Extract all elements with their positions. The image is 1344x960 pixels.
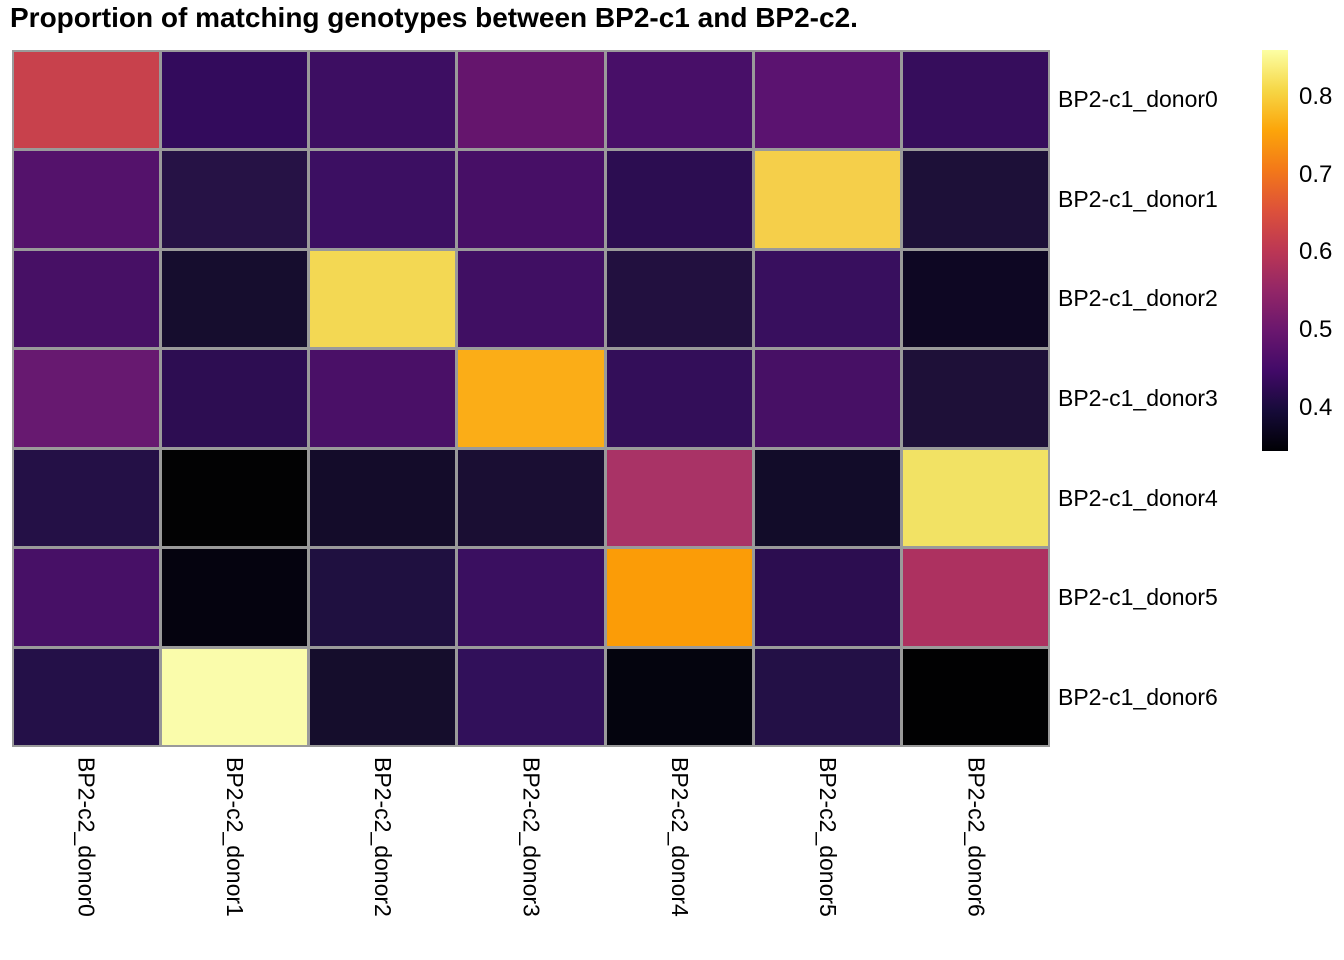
heatmap-cell-r1c5 [754, 151, 900, 248]
colorbar-tick-1: 0.7 [1299, 160, 1333, 188]
heatmap-cell-r1c2 [310, 151, 456, 248]
heatmap-cell-r4c6 [902, 449, 1048, 547]
heatmap-cell-r0c4 [606, 52, 752, 149]
heatmap-cell-r4c3 [458, 449, 604, 547]
row-label-0: BP2-c1_donor0 [1058, 86, 1218, 113]
col-label-0: BP2-c2_donor0 [73, 757, 100, 917]
heatmap-cell-r4c5 [754, 449, 900, 547]
heatmap-cell-r0c0 [14, 52, 160, 149]
y-axis-row-labels: BP2-c1_donor0 BP2-c1_donor1 BP2-c1_donor2 B… [1058, 50, 1258, 747]
heatmap-cell-r5c4 [606, 549, 752, 646]
colorbar-tick-labels: 0.8 0.7 0.6 0.5 0.4 [1299, 50, 1344, 451]
heatmap-cell-r0c6 [902, 52, 1048, 149]
heatmap-cell-r2c5 [754, 250, 900, 348]
heatmap-cell-r2c1 [162, 250, 308, 348]
heatmap-cell-r4c0 [14, 449, 160, 547]
colorbar-tick-2: 0.6 [1299, 238, 1333, 266]
heatmap-grid [12, 50, 1050, 747]
heatmap-cell-r1c1 [162, 151, 308, 248]
heatmap-cell-r6c0 [14, 648, 160, 745]
heatmap-cell-r6c5 [754, 648, 900, 745]
row-label-4: BP2-c1_donor4 [1058, 484, 1218, 511]
heatmap-cell-r0c5 [754, 52, 900, 149]
heatmap-cell-r6c2 [310, 648, 456, 745]
row-label-6: BP2-c1_donor6 [1058, 683, 1218, 710]
heatmap-cell-r3c6 [902, 350, 1048, 447]
heatmap-cell-r5c0 [14, 549, 160, 646]
chart-title: Proportion of matching genotypes between… [10, 2, 858, 33]
heatmap-cell-r5c3 [458, 549, 604, 646]
row-label-1: BP2-c1_donor1 [1058, 185, 1218, 212]
heatmap-cell-r5c1 [162, 549, 308, 646]
col-label-5: BP2-c2_donor5 [815, 757, 842, 917]
colorbar-tick-0: 0.8 [1299, 82, 1333, 110]
col-label-6: BP2-c2_donor6 [963, 757, 990, 917]
heatmap-cell-r1c3 [458, 151, 604, 248]
row-label-2: BP2-c1_donor2 [1058, 285, 1218, 312]
row-label-3: BP2-c1_donor3 [1058, 384, 1218, 411]
heatmap-cell-r6c3 [458, 648, 604, 745]
heatmap-cell-r5c2 [310, 549, 456, 646]
heatmap-cell-r2c4 [606, 250, 752, 348]
heatmap-cell-r4c2 [310, 449, 456, 547]
col-label-4: BP2-c2_donor4 [666, 757, 693, 917]
col-label-2: BP2-c2_donor2 [370, 757, 397, 917]
heatmap-cell-r0c1 [162, 52, 308, 149]
colorbar-tick-3: 0.5 [1299, 316, 1333, 344]
heatmap-cell-r6c1 [162, 648, 308, 745]
heatmap-cell-r3c3 [458, 350, 604, 447]
heatmap-cell-r1c6 [902, 151, 1048, 248]
heatmap-cell-r3c0 [14, 350, 160, 447]
heatmap-cell-r2c6 [902, 250, 1048, 348]
heatmap-cell-r3c1 [162, 350, 308, 447]
colorbar-tick-4: 0.4 [1299, 394, 1333, 422]
heatmap-cell-r6c4 [606, 648, 752, 745]
heatmap-cell-r4c1 [162, 449, 308, 547]
heatmap-cell-r5c6 [902, 549, 1048, 646]
colorbar [1262, 50, 1288, 451]
heatmap-cell-r4c4 [606, 449, 752, 547]
col-label-1: BP2-c2_donor1 [221, 757, 248, 917]
heatmap-cell-r3c4 [606, 350, 752, 447]
col-label-3: BP2-c2_donor3 [518, 757, 545, 917]
heatmap-cell-r5c5 [754, 549, 900, 646]
heatmap-cell-r6c6 [902, 648, 1048, 745]
heatmap-cell-r1c4 [606, 151, 752, 248]
heatmap-cell-r2c3 [458, 250, 604, 348]
row-label-5: BP2-c1_donor5 [1058, 584, 1218, 611]
heatmap-cell-r2c0 [14, 250, 160, 348]
heatmap-cell-r1c0 [14, 151, 160, 248]
heatmap-cell-r3c2 [310, 350, 456, 447]
heatmap-cell-r0c2 [310, 52, 456, 149]
heatmap-cell-r0c3 [458, 52, 604, 149]
heatmap-cell-r2c2 [310, 250, 456, 348]
x-axis-col-labels: BP2-c2_donor0 BP2-c2_donor1 BP2-c2_donor2 B… [12, 757, 1050, 957]
heatmap-cell-r3c5 [754, 350, 900, 447]
